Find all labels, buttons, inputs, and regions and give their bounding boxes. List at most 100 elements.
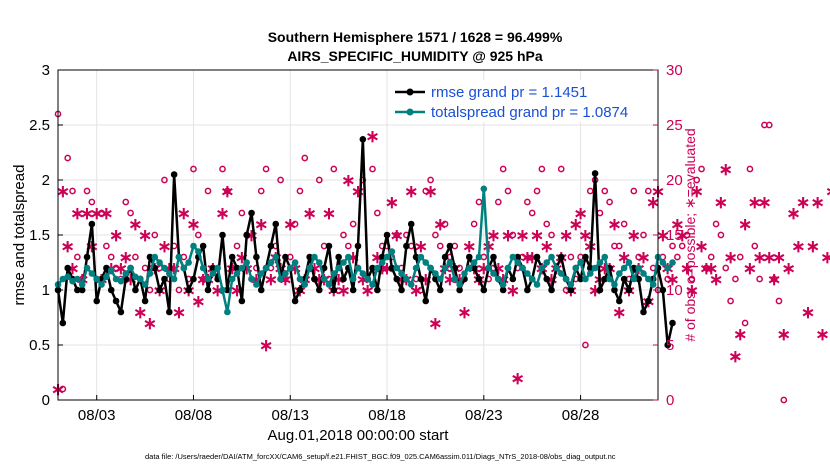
- obs-possible-point-114: [606, 198, 613, 206]
- obs-possible-point-127: [669, 242, 676, 250]
- obs-evaluated-point-129: ∗: [675, 226, 689, 245]
- spread-point-20: [151, 253, 159, 261]
- spread-point-117: [620, 264, 628, 272]
- obs-possible-point-11: [107, 253, 115, 261]
- rmse-point-109: [582, 253, 589, 261]
- obs-evaluated-point-12: ∗: [109, 226, 123, 245]
- rmse-point-41: [253, 253, 260, 261]
- obs-possible-point-2: [64, 154, 72, 162]
- obs-evaluated-point-44: ∗: [264, 270, 278, 289]
- chart-title-line2: AIRS_SPECIFIC_HUMIDITY @ 925 hPa: [287, 48, 543, 64]
- spread-point-44: [267, 259, 275, 266]
- spread-point-116: [615, 270, 623, 277]
- obs-evaluated-point-23: ∗: [162, 259, 176, 278]
- series-layer: ∗ ∗ ∗ ∗ ∗ ∗ ∗ ∗ ∗ ∗ ∗ ∗ ∗ ∗ ∗ ∗ ∗ ∗ ∗ ∗ ∗ ∗ ∗ ∗ ∗ ∗ ∗ ∗ ∗ ∗ ∗ ∗ ∗ ∗ ∗ ∗ ∗ ∗ ∗ ∗…: [51, 110, 830, 404]
- obs-possible-point-91: [494, 198, 502, 206]
- obs-possible-point-143: [746, 165, 754, 173]
- rmse-point-37: [233, 264, 241, 272]
- y-tick-label-0: 0: [42, 392, 50, 409]
- spread-point-121: [640, 270, 647, 277]
- obs-evaluated-point-56: ∗: [322, 204, 336, 223]
- spread-point-64: [364, 275, 371, 283]
- spread-point-75: [417, 253, 425, 261]
- spread-point-57: [330, 270, 338, 277]
- spread-point-93: [504, 264, 512, 272]
- obs-evaluated-point-108: ∗: [573, 204, 587, 223]
- rmse-point-110: [586, 264, 594, 272]
- obs-evaluated-point-19: ∗: [143, 314, 157, 333]
- spread-point-43: [262, 264, 270, 272]
- rmse-point-99: [533, 253, 541, 261]
- obs-possible-point-145: [756, 275, 763, 283]
- obs-possible-point-16: [132, 253, 139, 261]
- obs-possible-point-87: [475, 198, 483, 206]
- obs-evaluated-point-135: ∗: [704, 259, 718, 278]
- rmse-point-104: [557, 253, 565, 261]
- legend-spread-marker: [406, 108, 414, 116]
- rmse-point-18: [141, 297, 149, 305]
- y-axis-ticks: 0 0.5 1 1.5 2 2.5 3: [29, 62, 63, 409]
- spread-point-100: [538, 264, 546, 272]
- rmse-point-42: [257, 286, 265, 294]
- obs-evaluated-point-94: ∗: [506, 281, 520, 300]
- obs-possible-point-135: [707, 253, 715, 261]
- spread-point-78: [432, 270, 439, 277]
- spread-point-41: [253, 281, 260, 288]
- obs-possible-point-10: [103, 242, 110, 250]
- spread-point-80: [441, 264, 449, 272]
- legend-spread-label: totalspread grand pr = 1.0874: [431, 104, 628, 121]
- spread-point-27: [185, 259, 192, 266]
- rmse-point-19: [146, 253, 154, 261]
- spread-point-6: [83, 264, 91, 272]
- obs-possible-point-101: [543, 220, 551, 228]
- x-tick-label-1: 08/08: [175, 407, 213, 424]
- obs-evaluated-point-125: ∗: [656, 226, 670, 245]
- spread-point-89: [485, 264, 492, 272]
- spread-point-112: [596, 259, 604, 266]
- obs-evaluated-point-121: ∗: [636, 248, 650, 267]
- obs-possible-point-148: [770, 275, 778, 283]
- obs-possible-point-31: [204, 187, 212, 195]
- obs-evaluated-point-142: ∗: [738, 215, 752, 234]
- obs-possible-point-144: [751, 242, 759, 250]
- spread-point-92: [499, 281, 507, 288]
- obs-possible-point-46: [277, 176, 284, 184]
- obs-evaluated-point-128: ∗: [670, 215, 684, 234]
- rmse-point-6: [83, 253, 91, 261]
- obs-possible-point-150: [780, 396, 788, 404]
- obs-possible-point-76: [422, 187, 430, 195]
- spread-point-48: [286, 264, 294, 272]
- rmse-point-87: [475, 275, 483, 283]
- spread-point-60: [345, 253, 352, 261]
- legend-rmse-label: rmse grand pr = 1.1451: [431, 84, 587, 101]
- spread-point-19: [146, 270, 154, 277]
- obs-evaluated-point-153: ∗: [791, 237, 805, 256]
- obs-possible-point-130: [683, 231, 691, 239]
- obs-possible-point-37: [233, 242, 241, 250]
- spread-point-87: [475, 253, 483, 261]
- obs-possible-point-1: [59, 385, 67, 393]
- rmse-point-108: [577, 275, 584, 283]
- rmse-point-116: [615, 297, 623, 305]
- obs-possible-point-22: [161, 176, 168, 184]
- rmse-point-45: [272, 220, 280, 228]
- rmse-point-112: [596, 286, 604, 294]
- obs-possible-point-98: [528, 209, 536, 217]
- spread-point-18: [141, 281, 149, 288]
- obs-possible-point-50: [296, 187, 304, 195]
- y2-tick-label-6: 30: [666, 62, 683, 79]
- obs-evaluated-point-25: ∗: [172, 303, 186, 322]
- x-tick-label-3: 08/18: [368, 407, 406, 424]
- obs-possible-point-28: [190, 165, 197, 173]
- rmse-point-76: [422, 297, 430, 305]
- obs-possible-point-7: [88, 198, 96, 206]
- spread-point-113: [601, 253, 609, 261]
- obs-possible-point-136: [712, 220, 720, 228]
- spread-point-126: [664, 264, 671, 272]
- obs-possible-point-149: [775, 297, 783, 305]
- spread-point-122: [645, 275, 652, 283]
- obs-possible-point-93: [504, 187, 512, 195]
- data-file-footer: data file: /Users/raeder/DAI/ATM_forcXX/…: [145, 452, 616, 461]
- obs-possible-point-38: [238, 209, 246, 217]
